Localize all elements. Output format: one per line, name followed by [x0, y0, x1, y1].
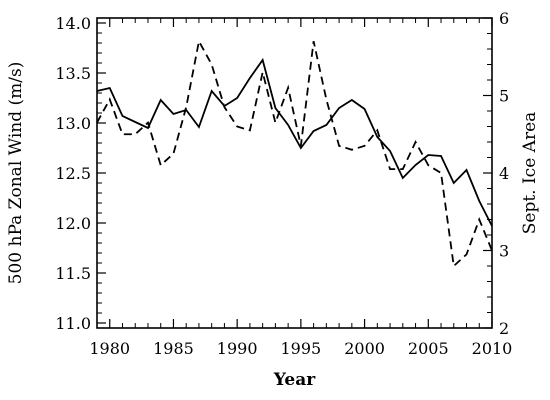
series-layer [96, 38, 493, 268]
y-axis-left-title: 500 hPa Zonal Wind (m/s) [6, 62, 26, 285]
x-tick-label: 1985 [153, 339, 194, 358]
x-tick-label: 2000 [344, 339, 385, 358]
x-tick-label: 2005 [408, 339, 449, 358]
y-right-tick-label: 3 [499, 242, 509, 261]
y-left-tick-label: 12.0 [55, 214, 91, 233]
y-right-tick-label: 5 [499, 87, 509, 106]
y-left-tick-label: 14.0 [55, 14, 91, 33]
ticks [96, 17, 493, 329]
y-left-tick-label: 13.5 [55, 64, 91, 83]
y-left-tick-label: 11.5 [55, 264, 91, 283]
series-line-ice-area [96, 38, 493, 268]
series-line-zonal-wind [96, 57, 493, 227]
y-right-tick-label: 4 [499, 164, 509, 183]
x-tick-label: 1980 [89, 339, 130, 358]
y-right-tick-label: 6 [499, 9, 509, 28]
y-right-tick-label: 2 [499, 319, 509, 338]
x-tick-label: 1990 [217, 339, 258, 358]
x-tick-label: 2010 [472, 339, 513, 358]
y-left-tick-label: 12.5 [55, 164, 91, 183]
tick-labels: 1980 1985 1990 1995 2000 2005 2010 11.0 11.5 12.0… [55, 9, 512, 358]
x-tick-label: 1995 [281, 339, 322, 358]
y-left-tick-label: 13.0 [55, 114, 91, 133]
x-axis-title: Year [273, 370, 316, 390]
y-axis-right-title: Sept. Ice Area [520, 112, 540, 235]
y-left-tick-label: 11.0 [55, 314, 91, 333]
